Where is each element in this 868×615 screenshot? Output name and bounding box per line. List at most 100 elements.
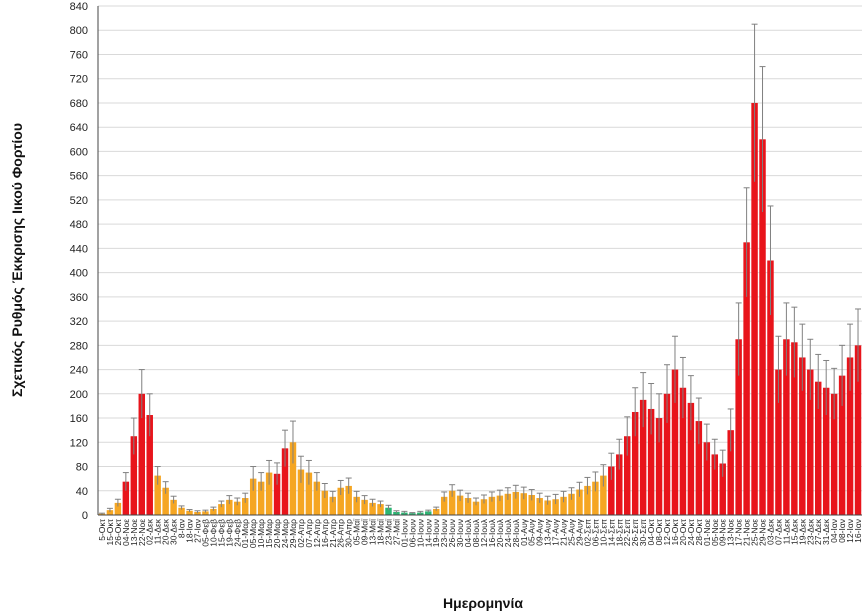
bar: [568, 493, 575, 515]
x-tick-label: 22-Σεπ: [622, 519, 632, 546]
x-tick-label: 09-Μαϊ: [360, 518, 370, 545]
bar: [456, 495, 464, 515]
axes: [97, 6, 862, 516]
x-tick-label: 08-Ιαν: [837, 519, 847, 543]
bar: [488, 496, 496, 515]
x-tick-label: 23-Μαϊ: [383, 518, 393, 545]
x-tick-label: 01-Αυγ: [519, 518, 529, 546]
bar: [202, 511, 209, 515]
bar: [114, 502, 122, 515]
x-tick-label: 25-Νοε: [750, 519, 760, 546]
bar: [106, 510, 114, 515]
bars: [98, 102, 862, 516]
bar: [592, 481, 599, 515]
bar: [377, 504, 384, 515]
bar: [138, 393, 145, 515]
x-tick-label: 30-Δεκ: [169, 518, 179, 545]
y-tick-label: 560: [70, 171, 88, 183]
x-tick-label: 12-Ιαν: [845, 519, 855, 543]
bar: [170, 499, 177, 515]
bar: [600, 475, 607, 515]
x-tick-label: 30-Ιουν: [455, 519, 465, 547]
x-tick-label: 20-Ιουλ: [495, 518, 505, 547]
x-tick-label: 03-Δεκ: [765, 518, 775, 545]
bar: [775, 369, 782, 515]
x-tick-label: 18-Σεπ: [614, 519, 624, 546]
x-tick-label: 08-Οκτ: [654, 518, 664, 545]
x-tick-label: 15-Μαρ: [264, 519, 274, 548]
bar: [122, 481, 130, 515]
x-tick-label: 02-Δεκ: [145, 518, 155, 545]
bar: [584, 485, 591, 515]
x-tick-label: 29-Νοε: [758, 519, 768, 546]
bar: [321, 490, 329, 515]
bar: [369, 502, 376, 515]
x-tick-label: 01-Μαρ: [240, 519, 250, 548]
y-tick-label: 640: [70, 122, 88, 134]
x-tick-label: 21-Αυγ: [559, 518, 569, 546]
x-tick-label: 08-Ιουλ: [471, 518, 481, 547]
bar: [799, 357, 806, 515]
bar: [353, 496, 360, 515]
bar: [162, 487, 169, 515]
y-tick-label: 280: [70, 340, 88, 352]
x-tick-label: 23-Δεκ: [805, 518, 815, 545]
x-tick-label: 31-Δεκ: [821, 518, 831, 545]
x-tick-label: 5-Οκτ: [97, 518, 107, 540]
x-tick-label: 18-Μαϊ: [376, 518, 386, 545]
x-tick-label: 24-Μαρ: [280, 519, 290, 548]
bar: [337, 487, 344, 515]
bar: [496, 495, 504, 515]
x-tick-label: 01-Νοε: [702, 519, 712, 546]
y-tick-label: 440: [70, 243, 88, 255]
bar: [544, 500, 551, 515]
x-tick-label: 13-Μαϊ: [368, 518, 378, 545]
bar: [178, 507, 185, 515]
bar: [313, 481, 321, 515]
bar: [735, 339, 742, 515]
bar: [807, 369, 814, 515]
x-tick-label: 30-Σεπ: [638, 519, 648, 546]
x-axis-title: Ημερομηνία: [443, 595, 523, 611]
bar: [154, 475, 161, 515]
x-tick-label: 22-Νοε: [137, 519, 147, 546]
x-tick-label: 10-Φεβ: [208, 519, 218, 547]
bar: [576, 489, 583, 515]
bar: [671, 369, 679, 515]
bar: [560, 496, 567, 515]
x-tick-label: 07-Δεκ: [773, 518, 783, 545]
bar: [639, 399, 647, 515]
bar: [552, 499, 559, 515]
x-tick-label: 18-Ιαν: [185, 519, 195, 543]
bar: [695, 421, 703, 515]
x-tick-label: 01-Ιουν: [399, 519, 409, 547]
bar: [472, 501, 480, 515]
x-tick-label: 19-Δεκ: [797, 518, 807, 545]
y-tick-label: 360: [70, 292, 88, 304]
x-tick-label: 19-Ιουν: [431, 519, 441, 547]
y-tick-labels: 0 40 80 120 160 200 240 280 320 360 400 440 480 520 56…: [70, 1, 88, 522]
bar: [289, 442, 297, 515]
gridlines: [98, 5, 862, 516]
x-tick-label: 13-Αυγ: [543, 518, 553, 546]
bar: [791, 342, 798, 515]
bar: [655, 418, 663, 515]
bar: [520, 493, 527, 515]
x-tick-label: 15-Οκτ: [105, 518, 115, 545]
x-tick-label: 26-Σεπ: [630, 519, 640, 546]
bar: [616, 454, 623, 515]
x-tick-label: 16-Οκτ: [670, 518, 680, 545]
bar: [226, 499, 233, 515]
x-tick-label: 16-Ιουλ: [487, 518, 497, 547]
x-tick-label: 04-Οκτ: [646, 518, 656, 545]
x-tick-label: 28-Ιουλ: [511, 518, 521, 547]
bar: [257, 481, 265, 515]
y-tick-label: 200: [70, 389, 88, 401]
bar: [433, 508, 440, 515]
x-tick-label: 10-Μαρ: [256, 519, 266, 548]
y-tick-label: 80: [76, 462, 88, 474]
x-tick-label: 10-Σεπ: [598, 519, 608, 546]
y-tick-label: 120: [70, 437, 88, 449]
x-tick-label: 17-Νοε: [734, 519, 744, 546]
